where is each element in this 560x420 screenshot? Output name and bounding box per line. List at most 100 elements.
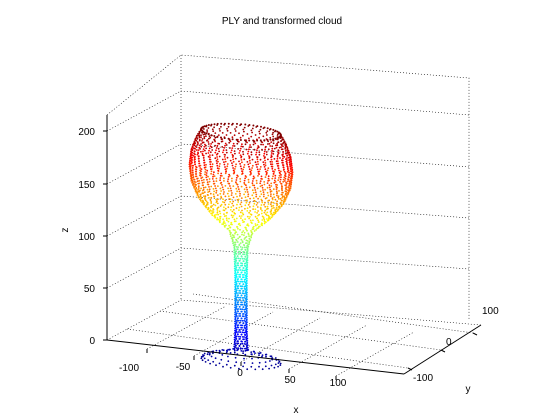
- cloud-point: [256, 160, 259, 163]
- cloud-point: [239, 154, 242, 157]
- cloud-point: [209, 156, 211, 159]
- cloud-point: [204, 197, 206, 199]
- cloud-point: [274, 174, 277, 177]
- cloud-point: [252, 191, 255, 194]
- cloud-point: [221, 146, 224, 148]
- cloud-point: [264, 365, 267, 368]
- cloud-point: [280, 199, 283, 202]
- x-tick-label: 50: [284, 375, 296, 386]
- cloud-point: [253, 202, 256, 205]
- cloud-point: [198, 139, 201, 142]
- cloud-point: [234, 268, 237, 271]
- cloud-point: [201, 152, 204, 155]
- cloud-point: [231, 122, 234, 125]
- cloud-point: [250, 146, 252, 149]
- cloud-point: [266, 205, 269, 208]
- cloud-point: [281, 196, 284, 199]
- cloud-point: [220, 358, 223, 361]
- cloud-point: [221, 186, 224, 189]
- cloud-point: [258, 130, 261, 133]
- x-gridline-m100: [146, 305, 227, 350]
- cloud-point: [250, 231, 253, 234]
- cloud-point: [266, 169, 269, 172]
- cloud-point: [220, 122, 223, 125]
- cloud-point: [279, 178, 282, 181]
- cloud-point: [248, 165, 250, 168]
- cloud-point: [224, 185, 227, 187]
- cloud-point: [250, 173, 252, 175]
- cloud-point: [290, 160, 292, 162]
- cloud-point: [269, 136, 272, 139]
- cloud-point: [267, 180, 269, 182]
- cloud-point: [235, 239, 238, 242]
- cloud-point: [287, 191, 290, 193]
- cloud-point: [233, 236, 236, 239]
- cloud-point: [200, 357, 203, 360]
- cloud-point: [233, 341, 236, 344]
- cloud-point: [252, 350, 255, 353]
- cloud-point: [247, 178, 250, 181]
- cloud-point: [255, 204, 258, 206]
- cloud-point: [237, 269, 240, 271]
- cloud-point: [231, 192, 233, 194]
- cloud-point: [205, 124, 208, 127]
- cloud-point: [215, 180, 218, 183]
- cloud-point: [201, 192, 204, 195]
- cloud-point: [276, 135, 279, 137]
- cloud-point: [234, 327, 237, 330]
- cloud-point: [194, 156, 196, 158]
- cloud-point: [235, 291, 238, 294]
- cloud-point: [285, 145, 288, 148]
- cloud-point: [284, 147, 287, 149]
- cloud-point: [208, 137, 210, 140]
- cloud-point: [270, 364, 273, 367]
- cloud-point: [235, 138, 238, 141]
- cloud-point: [266, 130, 269, 133]
- cloud-point: [275, 208, 278, 211]
- y-tick-label: 100: [482, 306, 499, 317]
- cloud-point: [244, 177, 247, 180]
- cloud-point: [239, 280, 242, 283]
- cloud-point: [200, 145, 203, 148]
- cloud-point: [241, 143, 243, 146]
- cloud-point: [272, 131, 274, 134]
- cloud-point: [264, 188, 266, 191]
- cloud-point: [237, 285, 240, 287]
- cloud-point: [237, 148, 240, 150]
- cloud-point: [251, 164, 254, 167]
- cloud-point: [264, 209, 267, 212]
- cloud-point: [280, 201, 282, 204]
- cloud-point: [279, 157, 281, 159]
- cloud-point: [233, 364, 236, 367]
- y-gridline-0: [159, 310, 442, 351]
- cloud-point: [197, 149, 200, 152]
- cloud-point: [242, 221, 245, 224]
- cloud-point: [234, 346, 237, 349]
- cloud-point: [246, 266, 249, 268]
- cloud-point: [216, 152, 219, 155]
- cloud-point: [194, 185, 197, 188]
- cloud-point: [280, 143, 282, 146]
- cloud-point: [194, 158, 196, 161]
- cloud-point: [245, 325, 248, 328]
- cloud-point: [244, 324, 247, 327]
- cloud-point: [246, 312, 248, 314]
- cloud-point: [260, 222, 263, 225]
- cloud-point: [239, 165, 242, 168]
- cloud-point: [249, 206, 251, 208]
- cloud-point: [234, 304, 237, 307]
- cloud-point: [203, 125, 206, 128]
- cloud-point: [241, 262, 244, 265]
- cloud-point: [235, 347, 238, 349]
- cloud-point: [254, 161, 257, 164]
- cloud-point: [204, 195, 207, 198]
- cloud-point: [190, 147, 193, 150]
- cloud-point: [238, 299, 241, 301]
- cloud-point: [257, 146, 260, 149]
- cloud-point: [255, 229, 257, 231]
- cloud-point: [211, 163, 214, 166]
- cloud-point: [210, 146, 213, 149]
- cloud-point: [206, 139, 208, 142]
- cloud-point: [223, 180, 225, 182]
- cloud-point: [198, 179, 201, 182]
